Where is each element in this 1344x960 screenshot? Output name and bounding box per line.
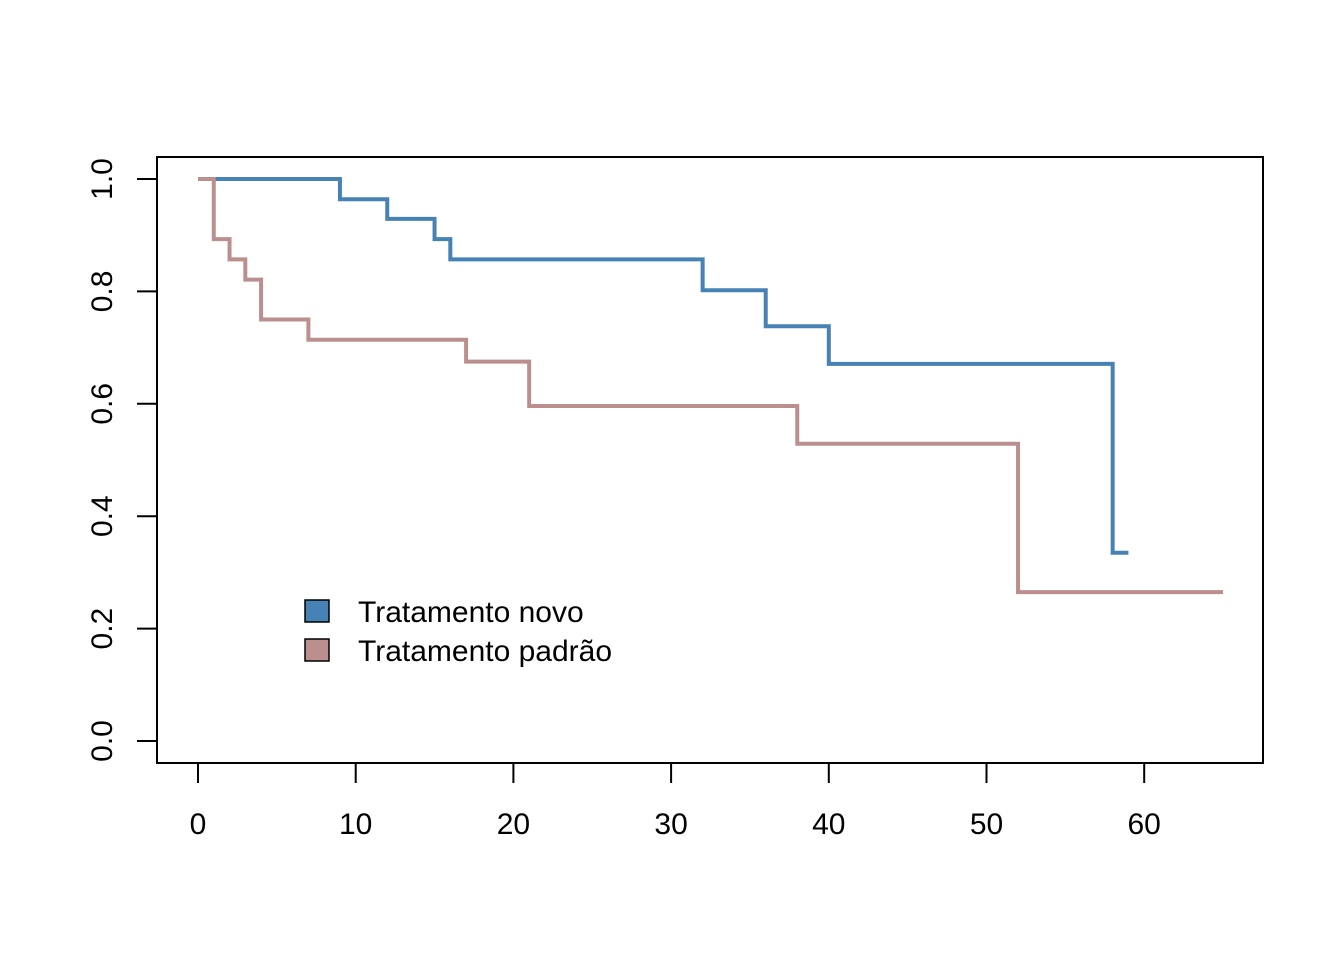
legend-label: Tratamento novo (358, 596, 584, 629)
series-line-1 (198, 177, 1129, 555)
y-tick-label: 0.2 (86, 608, 119, 650)
x-tick-label: 40 (812, 808, 845, 841)
plot-frame (156, 156, 1264, 764)
y-tick-label: 0.4 (86, 495, 119, 537)
x-axis: 0 10 20 30 40 50 60 (190, 762, 1161, 841)
y-tick-label: 0.0 (86, 720, 119, 762)
x-tick-label: 50 (970, 808, 1003, 841)
series-line-2 (198, 177, 1224, 595)
y-axis: 0.0 0.2 0.4 0.6 0.8 1.0 (86, 158, 158, 762)
x-tick-label: 0 (190, 808, 207, 841)
y-tick-label: 0.6 (86, 383, 119, 425)
legend-swatch (304, 599, 330, 623)
x-tick-label: 20 (497, 808, 530, 841)
x-tick-label: 30 (654, 808, 687, 841)
x-tick-label: 10 (339, 808, 372, 841)
x-tick-label: 60 (1128, 808, 1161, 841)
legend-swatch (304, 638, 330, 662)
series-layer (198, 177, 1224, 595)
legend: Tratamento novo Tratamento padrão (304, 596, 612, 668)
y-tick-label: 0.8 (86, 271, 119, 313)
y-tick-label: 1.0 (86, 158, 119, 200)
legend-label: Tratamento padrão (358, 635, 612, 668)
